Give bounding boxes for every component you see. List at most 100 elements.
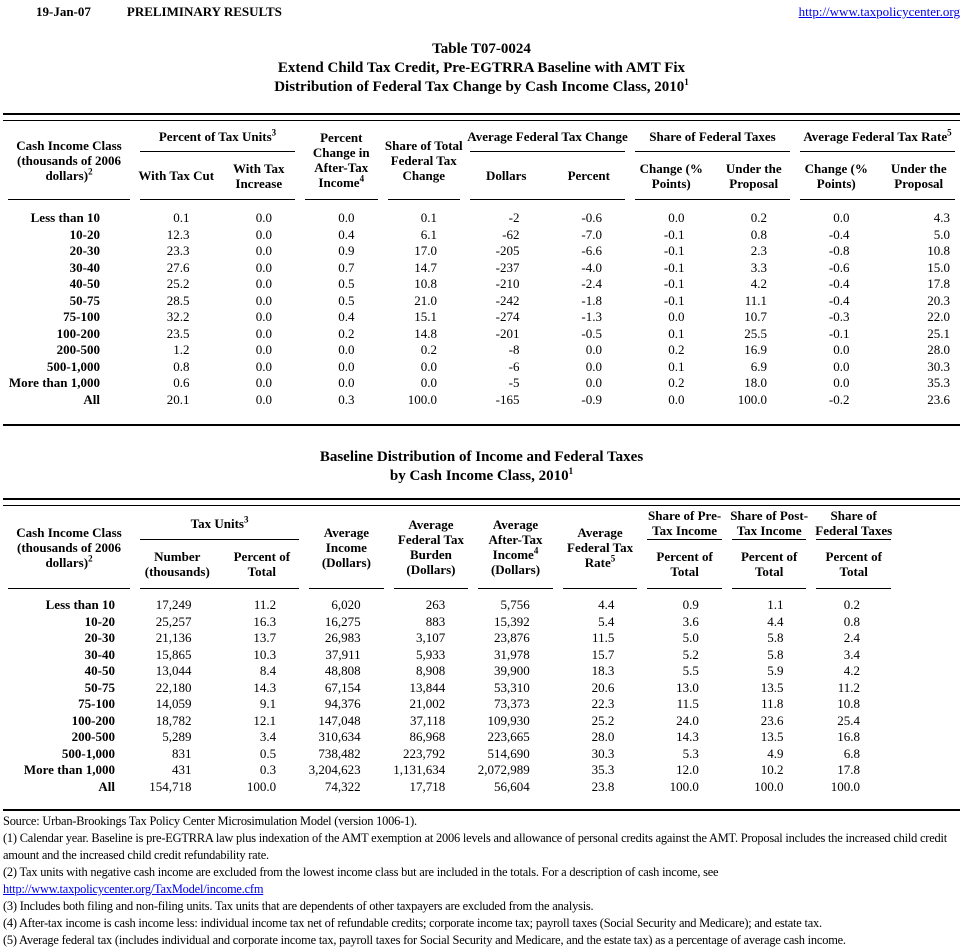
data-cell: 67,154 — [324, 679, 361, 695]
row-label: 40-50 — [69, 276, 100, 291]
col-header-dollars: Dollars — [486, 168, 527, 183]
data-cell: 0.0 — [668, 309, 685, 324]
data-cell: 30.3 — [591, 745, 615, 761]
row-label: 500-1,000 — [46, 358, 100, 374]
table2-bottom-rule — [3, 809, 960, 811]
data-cell: 37,911 — [325, 646, 361, 662]
data-cell: 2.3 — [750, 243, 767, 258]
col-header-share-total-federal-tax-change: Share of Total Federal Tax Change — [384, 137, 463, 183]
data-cell: 1.2 — [173, 342, 190, 357]
row-label: 20-30 — [84, 630, 115, 645]
data-cell: 223,792 — [402, 745, 446, 761]
data-cell: -0.4 — [828, 292, 850, 308]
data-cell: 1.1 — [767, 597, 784, 612]
report-date: 19-Jan-07 — [36, 4, 91, 19]
data-cell: 6.8 — [843, 745, 860, 761]
data-cell: 431 — [172, 762, 192, 777]
row-label: Less than 10 — [45, 597, 115, 612]
taxpolicycenter-link[interactable]: http://www.taxpolicycenter.org — [798, 4, 960, 19]
data-cell: 13.7 — [253, 630, 277, 645]
header-underline — [800, 199, 955, 200]
row-label: More than 1,000 — [23, 762, 115, 777]
data-cell: -1.8 — [581, 292, 602, 308]
data-cell: -237 — [495, 259, 520, 275]
data-cell: 10.2 — [760, 762, 784, 777]
data-cell: 3.3 — [750, 259, 767, 275]
data-cell: 17,249 — [155, 597, 192, 612]
data-cell: 23,876 — [494, 630, 530, 645]
group-header-average-federal-tax-change: Average Federal Tax Change — [465, 121, 630, 152]
col-header-share-under-proposal: Under the Proposal — [725, 160, 782, 191]
row-label: All — [83, 391, 100, 407]
data-cell: 0.0 — [585, 358, 602, 374]
data-cell: 25,257 — [155, 613, 192, 629]
income-definition-link[interactable]: http://www.taxpolicycenter.org/TaxModel/… — [3, 882, 264, 896]
data-cell: 3,107 — [415, 630, 446, 645]
data-cell: -0.2 — [828, 391, 850, 407]
data-cell: 86,968 — [409, 729, 446, 744]
data-cell: 31,978 — [494, 646, 530, 662]
data-cell: 5.0 — [933, 226, 950, 242]
data-cell: -274 — [495, 309, 520, 324]
data-cell: 100.0 — [246, 778, 277, 794]
data-cell: 0.0 — [255, 226, 272, 242]
data-cell: 738,482 — [318, 745, 361, 761]
data-cell: 3.6 — [682, 613, 699, 629]
data-cell: 4.9 — [767, 745, 784, 761]
col-header-average-federal-tax-burden: Average Federal Tax Burden (Dollars) — [397, 517, 464, 577]
data-cell: 0.5 — [338, 276, 355, 291]
data-cell: 0.0 — [255, 243, 272, 258]
data-cell: 0.9 — [338, 243, 355, 258]
data-cell: 0.3 — [338, 391, 355, 407]
data-cell: -0.1 — [663, 243, 685, 258]
data-cell: -2.4 — [581, 276, 602, 291]
table1-bottom-rule — [3, 424, 960, 426]
data-cell: 0.0 — [833, 375, 850, 390]
row-label: 10-20 — [84, 613, 115, 629]
data-cell: 0.0 — [255, 375, 272, 390]
data-cell: 0.0 — [668, 210, 685, 225]
data-cell: 0.0 — [255, 325, 272, 341]
data-cell: 147,048 — [318, 712, 361, 728]
row-label: 500-1,000 — [61, 745, 115, 761]
data-cell: 8,908 — [415, 663, 446, 678]
data-cell: 6.9 — [750, 358, 767, 374]
data-cell: 15.0 — [927, 259, 950, 275]
data-cell: 13.5 — [760, 679, 784, 695]
group-header-share-of-federal-taxes: Share of Federal Taxes — [630, 121, 795, 152]
header-underline — [387, 199, 460, 200]
data-cell: 0.8 — [843, 613, 860, 629]
data-cell: 4.2 — [750, 276, 767, 291]
data-cell: 263 — [425, 597, 446, 612]
data-cell: -0.1 — [663, 259, 685, 275]
data-cell: 2.4 — [843, 630, 860, 645]
data-cell: 25.1 — [927, 325, 950, 341]
data-cell: 56,604 — [494, 778, 530, 794]
col-header-percent-of-total: Percent of Total — [825, 549, 882, 579]
data-cell: -5 — [508, 375, 520, 390]
data-cell: 23.8 — [591, 778, 615, 794]
data-cell: 14.7 — [414, 259, 437, 275]
data-cell: 35.3 — [927, 375, 950, 390]
col-header-number-thousands: Number (thousands) — [144, 549, 210, 579]
data-cell: 109,930 — [487, 712, 530, 728]
data-cell: 18.0 — [744, 375, 767, 390]
data-cell: 22.3 — [591, 696, 615, 711]
data-cell: 48,808 — [324, 663, 361, 678]
footnote-2: (2) Tax units with negative cash income … — [3, 865, 719, 879]
data-cell: 10.8 — [414, 276, 437, 291]
data-cell: 0.2 — [338, 325, 355, 341]
data-cell: 0.0 — [420, 358, 437, 374]
data-cell: 5.5 — [682, 663, 699, 678]
data-cell: 0.0 — [833, 342, 850, 357]
data-cell: 0.2 — [668, 375, 685, 390]
col-header-percent: Percent — [567, 168, 610, 183]
data-cell: 11.2 — [837, 679, 860, 695]
footnote-3: (3) Includes both filing and non-filing … — [3, 899, 594, 913]
col-header-cash-income-class: Cash Income Class (thousands of 2006 dol… — [16, 524, 122, 570]
data-cell: 15,865 — [155, 646, 192, 662]
data-cell: -242 — [495, 292, 520, 308]
data-cell: 73,373 — [494, 696, 530, 711]
table2-title-by-class: by Cash Income Class, 20101 — [389, 466, 574, 485]
source-note: Source: Urban-Brookings Tax Policy Cente… — [3, 814, 417, 828]
